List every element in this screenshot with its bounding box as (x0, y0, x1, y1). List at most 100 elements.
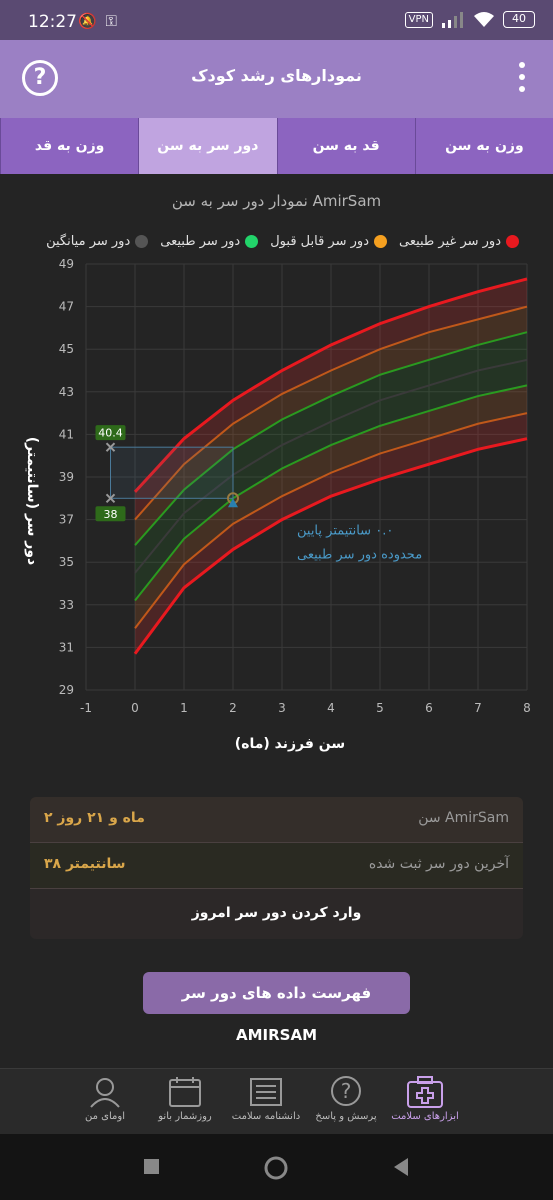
signal-icon (442, 11, 463, 28)
question-bubble-icon: ? (331, 1076, 361, 1106)
legend-dot-green (245, 235, 259, 248)
x-tick-label: 8 (523, 701, 531, 715)
marker-label: 40.4 (98, 427, 123, 440)
bottom-nav: ابزارهای سلامت ? پرسش و پاسخ دانشنامه سل… (0, 1068, 553, 1134)
nav-label-encyclopedia: دانشنامه سلامت (231, 1111, 301, 1122)
notification-icons: 🔕 ⚿ (78, 12, 119, 30)
back-icon[interactable] (392, 1156, 410, 1178)
series-line-5 (134, 305, 528, 521)
wifi-icon (474, 11, 494, 27)
last-measure-row: آخرین دور سر ثبت شده ۳۸ سانتیمتر (30, 843, 523, 889)
tab-weight-height[interactable]: وزن به قد (0, 118, 138, 174)
nav-encyclopedia[interactable]: دانشنامه سلامت (226, 1069, 306, 1135)
enter-head-button[interactable]: وارد کردن دور سر امروز (191, 905, 362, 921)
legend-label-normal: دور سر طبیعی (160, 234, 241, 249)
calendar-icon (169, 1077, 201, 1107)
head-growth-chart[interactable]: -1 0 1 2 3 4 5 6 7 8293133353739414345474940.438۰… (0, 250, 553, 770)
legend-dot-orange (373, 235, 387, 248)
tab-weight-age[interactable]: وزن به سن (414, 118, 553, 174)
age-value: ۲ ماه و ۲۱ روز (44, 810, 145, 826)
chart-band (135, 306, 527, 546)
x-tick-label: 5 (376, 701, 384, 715)
newspaper-icon (250, 1078, 282, 1106)
x-tick-label: 6 (425, 701, 433, 715)
y-axis-label: دور سر (سانتیمتر) (24, 437, 40, 566)
y-tick-label: 35 (59, 555, 74, 569)
svg-text:?: ? (341, 1079, 352, 1103)
series-line-6 (133, 277, 528, 493)
y-tick-label: 47 (59, 300, 74, 314)
chart-band (135, 413, 527, 654)
chart-title: نمودار دور سر به سن AmirSam (171, 192, 382, 210)
y-tick-label: 31 (59, 640, 74, 654)
marker-x (105, 442, 116, 452)
chart-legend: دور سر غیر طبیعی دور سر قابل قبول دور سر… (46, 234, 519, 249)
legend-dot-red (506, 235, 519, 248)
status-bar: 12:27 🔕 ⚿ VPN 40 (0, 0, 553, 40)
x-axis-label: سن فرزند (ماه) (235, 736, 345, 752)
age-label: سن AmirSam (418, 810, 509, 826)
more-vert-icon[interactable] (519, 62, 525, 98)
status-right: VPN 40 (404, 11, 535, 28)
home-icon[interactable] (263, 1155, 289, 1181)
marker-x (105, 493, 116, 504)
tab-height-age[interactable]: قد به سن (276, 118, 415, 174)
help-icon[interactable]: ? (22, 60, 58, 96)
nav-health-tools[interactable]: ابزارهای سلامت (385, 1069, 465, 1135)
y-tick-label: 37 (59, 513, 74, 527)
legend-item-normal[interactable]: دور سر طبیعی (160, 234, 259, 249)
system-nav-bar (0, 1134, 553, 1200)
y-tick-label: 41 (59, 427, 74, 441)
nav-label-my-profile: اومای من (85, 1111, 125, 1122)
series-line-3 (134, 358, 528, 574)
chart-annotation: ۰.۰ سانتیمتر پایین (297, 523, 393, 538)
legend-label-acceptable: دور سر قابل قبول (270, 234, 369, 249)
y-tick-label: 49 (59, 257, 74, 271)
chart-annotation: محدوده دور سر طبیعی (297, 547, 422, 562)
x-tick-label: 1 (180, 701, 188, 715)
nav-calendar[interactable]: روزشمار بانو (145, 1069, 225, 1135)
head-data-list-button[interactable]: فهرست داده های دور سر AMIRSAM (143, 972, 410, 1044)
legend-label-abnormal: دور سر غیر طبیعی (398, 234, 501, 249)
series-line-0 (133, 437, 528, 655)
x-tick-label: 4 (327, 701, 335, 715)
nav-questions[interactable]: ? پرسش و پاسخ (306, 1069, 386, 1135)
chart-band (135, 278, 527, 520)
tab-bar: وزن به سن قد به سن دور سر به سن وزن به ق… (0, 118, 553, 174)
recents-icon[interactable] (143, 1158, 161, 1176)
legend-item-abnormal[interactable]: دور سر غیر طبیعی (399, 234, 519, 249)
nav-label-health-tools: ابزارهای سلامت (391, 1111, 459, 1122)
app-bar: ? نمودارهای رشد کودک (0, 40, 553, 118)
marker-label-box (95, 425, 126, 441)
y-tick-label: 33 (59, 598, 74, 612)
x-tick-label: 2 (229, 701, 237, 715)
chart-band (135, 332, 527, 573)
y-tick-label: 39 (59, 470, 74, 484)
chart-band (135, 359, 527, 601)
legend-item-acceptable[interactable]: دور سر قابل قبول (270, 234, 387, 249)
x-tick-label: -1 (80, 701, 92, 715)
measurement-pin (228, 498, 238, 508)
measurement-box (110, 446, 234, 499)
x-tick-label: 3 (278, 701, 286, 715)
marker-label-box (95, 506, 126, 522)
y-tick-label: 45 (59, 342, 74, 356)
legend-dot-gray (135, 235, 149, 248)
nav-my-profile[interactable]: اومای من (65, 1069, 145, 1135)
y-tick-label: 29 (59, 683, 74, 697)
series-line-4 (134, 331, 528, 546)
status-time: 12:27 (28, 12, 77, 32)
chart-band (135, 385, 527, 629)
nav-label-calendar: روزشمار بانو (158, 1111, 212, 1122)
x-tick-label: 0 (131, 701, 139, 715)
legend-item-average[interactable]: دور سر میانگین (46, 234, 149, 249)
marker-label: 38 (104, 508, 118, 521)
last-measure-label: آخرین دور سر ثبت شده (368, 856, 509, 872)
y-tick-label: 43 (59, 385, 74, 399)
tab-head-age[interactable]: دور سر به سن (138, 118, 277, 174)
x-tick-label: 7 (474, 701, 482, 715)
age-row: سن AmirSam ۲ ماه و ۲۱ روز (30, 797, 523, 843)
last-measure-value: ۳۸ سانتیمتر (44, 856, 126, 872)
user-avatar-icon (90, 1078, 120, 1108)
page-title: نمودارهای رشد کودک (191, 66, 362, 85)
